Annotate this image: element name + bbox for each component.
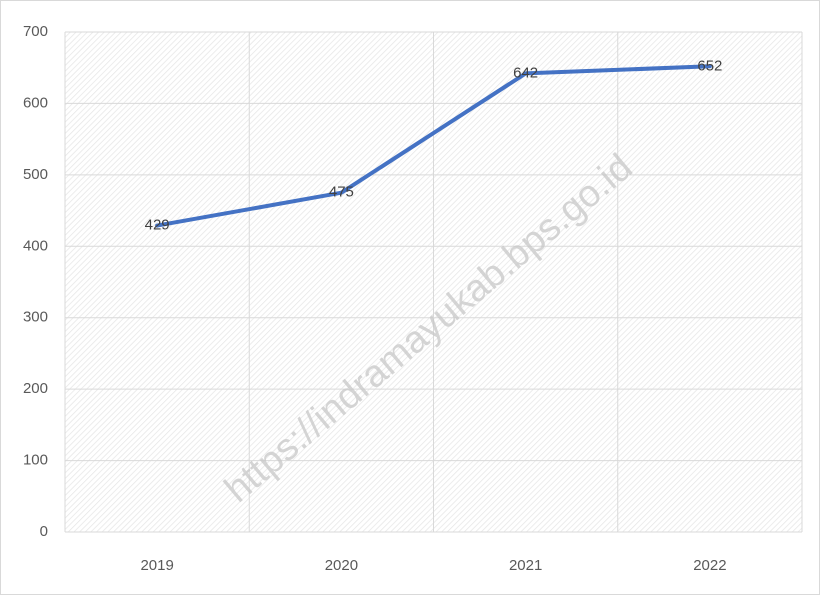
y-tick-label: 500 <box>23 166 48 183</box>
x-tick-label: 2022 <box>693 557 726 574</box>
x-tick-label: 2021 <box>509 557 542 574</box>
line <box>155 64 712 228</box>
y-tick-label: 0 <box>40 523 48 540</box>
y-tick-label: 200 <box>23 380 48 397</box>
data-label: 475 <box>329 184 354 201</box>
y-tick-label: 300 <box>23 309 48 326</box>
data-label: 652 <box>697 57 722 74</box>
y-tick-label: 100 <box>23 452 48 469</box>
y-tick-label: 600 <box>23 94 48 111</box>
data-label: 429 <box>145 217 170 234</box>
data-label: 642 <box>513 64 538 81</box>
x-tick-label: 2019 <box>140 557 173 574</box>
y-tick-label: 400 <box>23 237 48 254</box>
y-tick-label: 700 <box>23 23 48 40</box>
x-tick-label: 2020 <box>325 557 358 574</box>
